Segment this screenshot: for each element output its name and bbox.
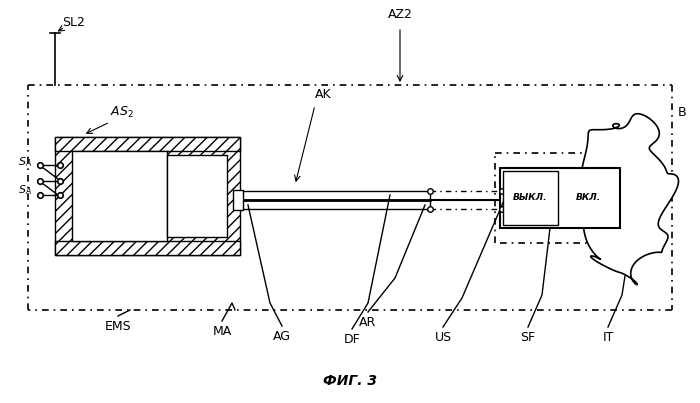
Bar (500, 168, 620, 228)
Text: SF: SF (520, 331, 536, 344)
Text: $AS_2$: $AS_2$ (110, 105, 134, 120)
Text: EMS: EMS (105, 320, 132, 333)
Text: ФИГ. 3: ФИГ. 3 (323, 374, 377, 388)
Bar (72, 151, 167, 241)
Bar (233, 190, 243, 210)
Text: $S_A$: $S_A$ (18, 183, 32, 197)
Text: AZ2: AZ2 (388, 8, 412, 21)
Text: ВЫКЛ.: ВЫКЛ. (512, 193, 547, 202)
Bar (167, 155, 227, 237)
Text: B: B (678, 106, 687, 120)
Bar (55, 137, 240, 151)
Bar (238, 191, 430, 200)
Text: $S_A$: $S_A$ (18, 155, 32, 169)
Text: AR: AR (359, 316, 377, 329)
Text: MA: MA (212, 325, 232, 338)
Bar (503, 171, 558, 225)
Text: AK: AK (315, 88, 332, 101)
Bar (55, 137, 240, 255)
Polygon shape (571, 114, 678, 285)
Bar (55, 241, 240, 255)
Text: US: US (435, 331, 452, 344)
Text: SL2: SL2 (62, 16, 85, 29)
Text: AG: AG (273, 330, 291, 343)
Text: IT: IT (602, 331, 614, 344)
Bar (238, 200, 430, 209)
Text: DF: DF (344, 333, 360, 346)
Text: ВКЛ.: ВКЛ. (575, 193, 601, 202)
